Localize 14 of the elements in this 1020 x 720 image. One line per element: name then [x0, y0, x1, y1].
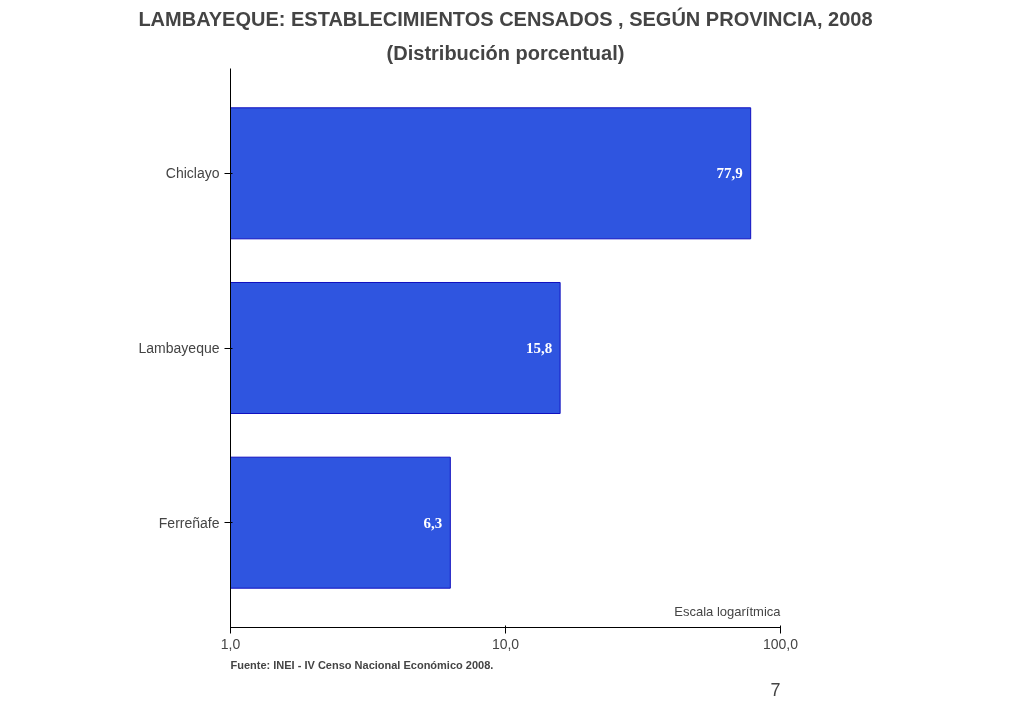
- data-label: 6,3: [423, 514, 443, 531]
- source-note: Fuente: INEI - IV Censo Nacional Económico 2008.: [230, 658, 494, 671]
- x-tick-label: 10,0: [491, 635, 520, 652]
- data-label: 15,8: [525, 340, 553, 356]
- y-tick-label: Chiclayo: [165, 165, 220, 182]
- annotation: Escala logarítmica: [674, 603, 782, 619]
- text: 7: [770, 679, 781, 700]
- data-label: 77,9: [716, 165, 743, 182]
- x-tick-label: 100,0: [762, 635, 799, 652]
- chart-title: LAMBAYEQUE: ESTABLECIMIENTOS CENSADOS , SEGÚN PROVINCIA, 2008: [138, 6, 873, 30]
- y-tick-label: Lambayeque: [138, 340, 220, 356]
- chart-subtitle: (Distribución porcentual): [386, 41, 625, 64]
- y-tick-label: Ferreñafe: [158, 514, 220, 531]
- x-tick-label: 1,0: [220, 635, 241, 652]
